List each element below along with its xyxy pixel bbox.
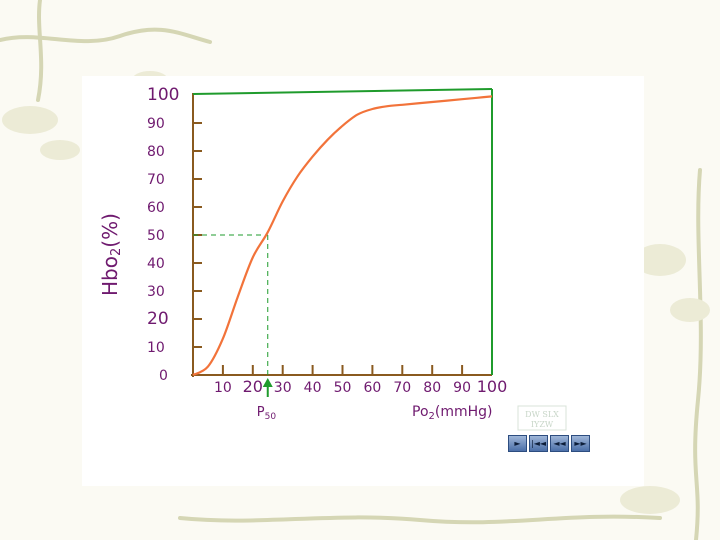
x-tick-label: 40 [304, 380, 322, 396]
previous-slide-icon: ◄◄ [553, 439, 566, 448]
y-tick-label: 60 [147, 200, 165, 216]
slide-navigation: ► |◄◄ ◄◄ ►► [508, 435, 590, 452]
chart-panel [82, 76, 644, 486]
next-slide-button[interactable]: ►► [571, 435, 590, 452]
y-tick-label: 30 [147, 284, 165, 300]
p50-label: P50 [257, 405, 277, 422]
y-tick-label: 50 [147, 228, 165, 244]
x-tick-label: 10 [214, 380, 232, 396]
y-tick-label: 100 [147, 85, 179, 105]
first-slide-button[interactable]: |◄◄ [529, 435, 548, 452]
svg-text:DW SLX: DW SLX [525, 410, 559, 419]
x-tick-label: 70 [393, 380, 411, 396]
x-tick-label: 30 [274, 380, 292, 396]
svg-text:IYZW: IYZW [531, 420, 554, 429]
y-tick-label: 40 [147, 256, 165, 272]
y-tick-label: 0 [159, 368, 168, 384]
x-tick-label: 100 [477, 377, 508, 396]
x-tick-label: 20 [243, 377, 263, 396]
y-tick-label: 90 [147, 116, 165, 132]
previous-slide-button[interactable]: ◄◄ [550, 435, 569, 452]
x-axis-title: Po2(mmHg) [412, 404, 493, 422]
dissociation-curve [192, 95, 493, 377]
p50-arrow-head [262, 378, 273, 387]
x-tick-label: 50 [334, 380, 352, 396]
y-tick-label: 70 [147, 172, 165, 188]
play-icon: ► [514, 439, 521, 448]
y-axis-title: Hbo2(%) [98, 213, 124, 296]
watermark-logo: DW SLX IYZW [517, 405, 567, 431]
first-slide-icon: |◄◄ [531, 439, 546, 448]
play-button[interactable]: ► [508, 435, 527, 452]
y-tick-label: 80 [147, 144, 165, 160]
x-tick-label: 60 [363, 380, 381, 396]
top-border-line [192, 88, 493, 95]
y-tick-label: 10 [147, 340, 165, 356]
y-tick-label: 20 [147, 309, 169, 329]
x-tick-label: 80 [423, 380, 441, 396]
next-slide-icon: ►► [574, 439, 587, 448]
x-tick-label: 90 [453, 380, 471, 396]
